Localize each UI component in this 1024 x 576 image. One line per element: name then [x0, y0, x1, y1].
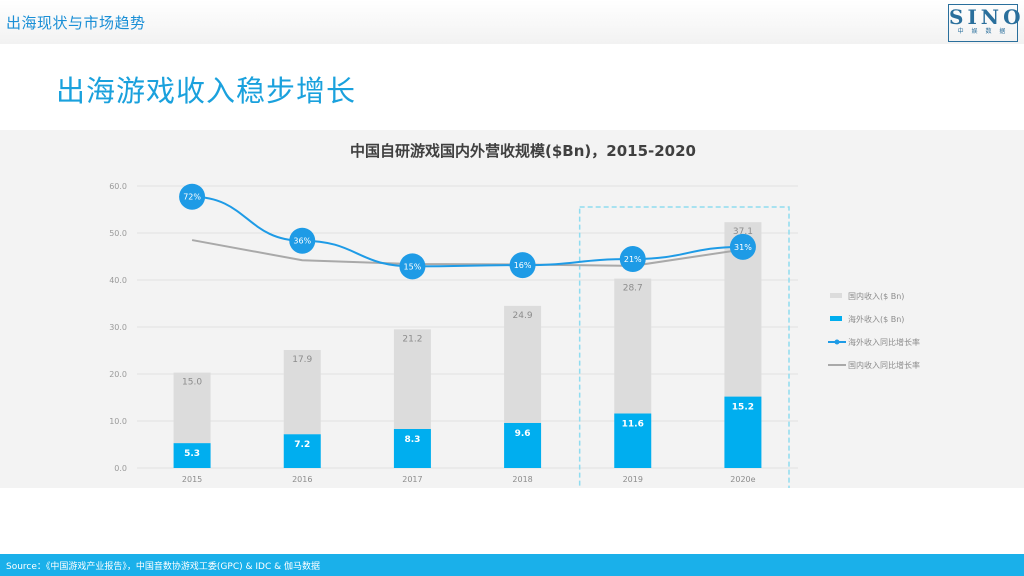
chart-panel: 中国自研游戏国内外营收规模($Bn)，2015-2020 0.0 10.0 20.0…	[0, 130, 1024, 488]
growth-rate-marker	[179, 183, 206, 210]
legend-swatch	[830, 316, 842, 321]
legend-label: 国内收入同比增长率	[848, 360, 920, 370]
y-tick-label: 0.0	[114, 464, 127, 473]
overseas-bar-label: 5.3	[184, 449, 200, 459]
y-tick-label: 30.0	[109, 323, 127, 332]
overseas-revenue-bar	[393, 428, 431, 468]
legend-label: 海外收入($ Bn)	[848, 314, 904, 324]
logo-wordmark: SINO	[949, 5, 1024, 29]
domestic-bar-label: 17.9	[292, 355, 312, 365]
overseas-revenue-bar	[504, 422, 542, 468]
chart-title: 中国自研游戏国内外营收规模($Bn)，2015-2020	[350, 142, 696, 160]
y-tick-label: 60.0	[109, 182, 127, 191]
overseas-bar-label: 15.2	[732, 403, 754, 413]
y-tick-label: 20.0	[109, 370, 127, 379]
x-tick-label: 2016	[292, 475, 312, 484]
overseas-bar-label: 7.2	[294, 440, 310, 450]
growth-rate-marker	[619, 246, 646, 273]
revenue-chart: 中国自研游戏国内外营收规模($Bn)，2015-2020 0.0 10.0 20.0…	[109, 142, 920, 488]
highlight-box-group	[578, 206, 790, 488]
growth-rate-label: 15%	[404, 262, 422, 271]
legend-label: 国内收入($ Bn)	[848, 291, 904, 301]
x-tick-label: 2015	[182, 475, 202, 484]
overseas-revenue-bar	[283, 434, 321, 468]
y-tick-label: 40.0	[109, 276, 127, 285]
legend-marker	[834, 339, 840, 345]
overseas-bar-label: 11.6	[622, 419, 644, 429]
growth-rate-marker	[399, 253, 426, 280]
domestic-revenue-bar	[283, 350, 321, 435]
growth-rate-label: 36%	[293, 237, 311, 246]
overseas-revenue-bar	[173, 443, 211, 468]
x-tick-label: 2020e	[730, 475, 755, 484]
section-label: 出海现状与市场趋势	[6, 14, 146, 32]
x-tick-label: 2019	[623, 475, 643, 484]
domestic-bar-label: 15.0	[182, 378, 202, 388]
source-note: Source：《中国游戏产业报告》，中国音数协游戏工委(GPC) & IDC &…	[6, 562, 320, 572]
overseas-bar-label: 8.3	[404, 435, 420, 445]
domestic-revenue-bar	[393, 329, 431, 429]
growth-rate-label: 31%	[734, 243, 752, 252]
growth-rate-label: 72%	[183, 193, 201, 202]
logo-subtext: 中 娱 数 据	[957, 28, 1009, 35]
domestic-bar-label: 37.1	[733, 227, 753, 237]
overseas-growth-line	[192, 195, 743, 268]
growth-rate-label: 16%	[514, 261, 532, 270]
page-title: 出海游戏收入稳步增长	[56, 74, 357, 108]
growth-rate-marker	[289, 227, 316, 254]
sino-logo: SINO 中 娱 数 据	[948, 4, 1024, 42]
growth-rate-label: 21%	[624, 255, 642, 264]
footer-bar: Source：《中国游戏产业报告》，中国音数协游戏工委(GPC) & IDC &…	[0, 554, 1024, 576]
y-tick-label: 10.0	[109, 417, 127, 426]
domestic-revenue-bar	[173, 372, 211, 444]
growth-rate-marker	[509, 252, 536, 279]
y-tick-label: 50.0	[109, 229, 127, 238]
legend-swatch	[830, 293, 842, 298]
domestic-revenue-bar	[614, 278, 652, 414]
chart-lines: 72% 36% 15% 16% 21% 31%	[179, 183, 756, 280]
domestic-revenue-bar	[504, 305, 542, 423]
overseas-revenue-bar	[614, 413, 652, 468]
domestic-bar-label: 28.7	[623, 284, 643, 294]
domestic-growth-line	[191, 239, 744, 267]
overseas-bar-label: 9.6	[515, 429, 531, 439]
overseas-revenue-bar	[724, 396, 762, 468]
x-axis-labels: 2015 2016 2017 2018 2019 2020e	[182, 475, 756, 484]
x-tick-label: 2017	[402, 475, 422, 484]
highlight-box	[578, 206, 790, 488]
domestic-bar-label: 24.9	[513, 311, 533, 321]
growth-rate-marker	[729, 233, 756, 260]
chart-bars: 5.3 15.0 7.2 17.9 8.3 21.2 9.6 24.9 11.6 28.7 15.2…	[173, 222, 762, 468]
chart-gridlines: 0.0 10.0 20.0 30.0 40.0 50.0 60.0	[109, 182, 798, 473]
domestic-bar-label: 21.2	[402, 334, 422, 344]
x-tick-label: 2018	[512, 475, 532, 484]
legend-label: 海外收入同比增长率	[848, 337, 920, 347]
top-bar: 出海现状与市场趋势 SINO 中 娱 数 据	[0, 0, 1024, 44]
